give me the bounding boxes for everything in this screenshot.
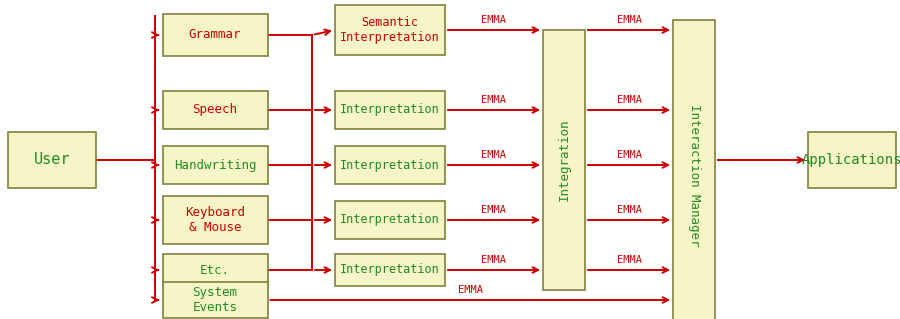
Text: Interpretation: Interpretation bbox=[340, 213, 440, 226]
FancyBboxPatch shape bbox=[335, 91, 445, 129]
Text: Speech: Speech bbox=[193, 103, 238, 116]
Text: Semantic
Interpretation: Semantic Interpretation bbox=[340, 16, 440, 44]
FancyBboxPatch shape bbox=[335, 5, 445, 55]
Text: EMMA: EMMA bbox=[616, 205, 642, 215]
Text: EMMA: EMMA bbox=[482, 15, 507, 25]
Text: EMMA: EMMA bbox=[482, 150, 507, 160]
Text: EMMA: EMMA bbox=[616, 15, 642, 25]
Text: Applications: Applications bbox=[802, 153, 900, 167]
Text: EMMA: EMMA bbox=[616, 95, 642, 105]
FancyBboxPatch shape bbox=[163, 14, 267, 56]
Text: Integration: Integration bbox=[557, 119, 571, 201]
Text: Interpretation: Interpretation bbox=[340, 159, 440, 172]
Text: System
Events: System Events bbox=[193, 286, 238, 314]
Text: EMMA: EMMA bbox=[482, 95, 507, 105]
FancyBboxPatch shape bbox=[335, 201, 445, 239]
Text: EMMA: EMMA bbox=[458, 285, 482, 295]
FancyBboxPatch shape bbox=[808, 132, 896, 188]
Text: Handwriting: Handwriting bbox=[174, 159, 256, 172]
Text: EMMA: EMMA bbox=[616, 255, 642, 265]
FancyBboxPatch shape bbox=[543, 30, 585, 290]
Text: Grammar: Grammar bbox=[189, 28, 241, 41]
Text: User: User bbox=[34, 152, 70, 167]
Text: Interpretation: Interpretation bbox=[340, 263, 440, 277]
Text: EMMA: EMMA bbox=[482, 205, 507, 215]
Text: Interaction Manager: Interaction Manager bbox=[688, 104, 700, 246]
FancyBboxPatch shape bbox=[163, 254, 267, 286]
FancyBboxPatch shape bbox=[335, 146, 445, 184]
Text: EMMA: EMMA bbox=[616, 150, 642, 160]
FancyBboxPatch shape bbox=[673, 20, 715, 319]
FancyBboxPatch shape bbox=[8, 132, 96, 188]
Text: Etc.: Etc. bbox=[200, 263, 230, 277]
Text: Keyboard
& Mouse: Keyboard & Mouse bbox=[185, 206, 245, 234]
FancyBboxPatch shape bbox=[163, 282, 267, 318]
Text: Interpretation: Interpretation bbox=[340, 103, 440, 116]
FancyBboxPatch shape bbox=[335, 254, 445, 286]
FancyBboxPatch shape bbox=[163, 196, 267, 244]
FancyBboxPatch shape bbox=[163, 146, 267, 184]
Text: EMMA: EMMA bbox=[482, 255, 507, 265]
FancyBboxPatch shape bbox=[163, 91, 267, 129]
